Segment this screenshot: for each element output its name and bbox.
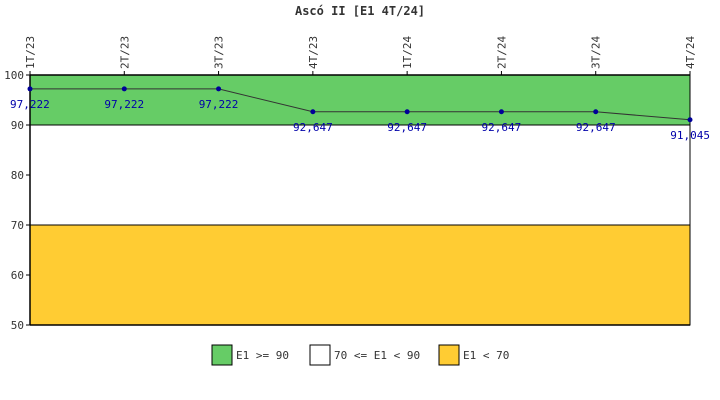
y-tick-label-60: 60 bbox=[11, 269, 24, 282]
legend-label-0: E1 >= 90 bbox=[236, 349, 289, 362]
y-tick-label-80: 80 bbox=[11, 169, 24, 182]
band-0 bbox=[29, 74, 691, 126]
data-point-7 bbox=[687, 117, 693, 123]
x-axis-tick-labels: 1T/23 2T/23 3T/23 4T/23 1T/24 2T/24 3T/24 4T/24 bbox=[24, 36, 697, 75]
data-label-5: 92,647 bbox=[482, 121, 522, 134]
legend-swatch-2 bbox=[438, 344, 460, 366]
data-point-3 bbox=[310, 109, 316, 115]
data-point-2 bbox=[216, 86, 222, 92]
x-tick-label-3: 4T/23 bbox=[307, 36, 320, 69]
data-point-0 bbox=[27, 86, 33, 92]
y-tick-label-100: 100 bbox=[4, 69, 24, 82]
axes bbox=[29, 74, 691, 326]
legend-swatch-0 bbox=[211, 344, 233, 366]
data-label-7: 91,045 bbox=[670, 129, 710, 142]
y-tick-label-50: 50 bbox=[11, 319, 24, 332]
x-tick-label-1: 2T/23 bbox=[118, 36, 131, 69]
x-tick-label-0: 1T/23 bbox=[24, 36, 37, 69]
band-1 bbox=[29, 124, 691, 226]
data-label-4: 92,647 bbox=[387, 121, 427, 134]
legend: E1 >= 90 70 <= E1 < 90 E1 < 70 bbox=[211, 344, 509, 366]
x-tick-label-5: 2T/24 bbox=[495, 36, 508, 69]
legend-label-2: E1 < 70 bbox=[463, 349, 509, 362]
x-tick-label-6: 3T/24 bbox=[590, 36, 603, 69]
x-tick-label-2: 3T/23 bbox=[213, 36, 226, 69]
y-tick-label-70: 70 bbox=[11, 219, 24, 232]
data-point-6 bbox=[593, 109, 599, 115]
series-line-0 bbox=[30, 88, 691, 121]
data-label-6: 92,647 bbox=[576, 121, 616, 134]
x-tick-label-7: 4T/24 bbox=[684, 36, 697, 69]
legend-swatch-1 bbox=[309, 344, 331, 366]
data-point-5 bbox=[498, 109, 504, 115]
chart-title: Ascó II [E1 4T/24] bbox=[295, 4, 425, 18]
data-series: 97,222 97,222 97,222 92,647 92,647 92,647 92,6… bbox=[10, 86, 710, 142]
legend-label-1: 70 <= E1 < 90 bbox=[334, 349, 420, 362]
data-point-1 bbox=[121, 86, 127, 92]
x-tick-label-4: 1T/24 bbox=[401, 36, 414, 69]
y-axis-tick-labels: 50 60 70 80 90 100 bbox=[4, 69, 30, 332]
data-label-3: 92,647 bbox=[293, 121, 333, 134]
data-point-4 bbox=[404, 109, 410, 115]
data-label-2: 97,222 bbox=[199, 98, 239, 111]
data-label-0: 97,222 bbox=[10, 98, 50, 111]
y-tick-label-90: 90 bbox=[11, 119, 24, 132]
threshold-bands bbox=[29, 74, 691, 326]
band-2 bbox=[29, 224, 691, 326]
data-label-1: 97,222 bbox=[104, 98, 144, 111]
